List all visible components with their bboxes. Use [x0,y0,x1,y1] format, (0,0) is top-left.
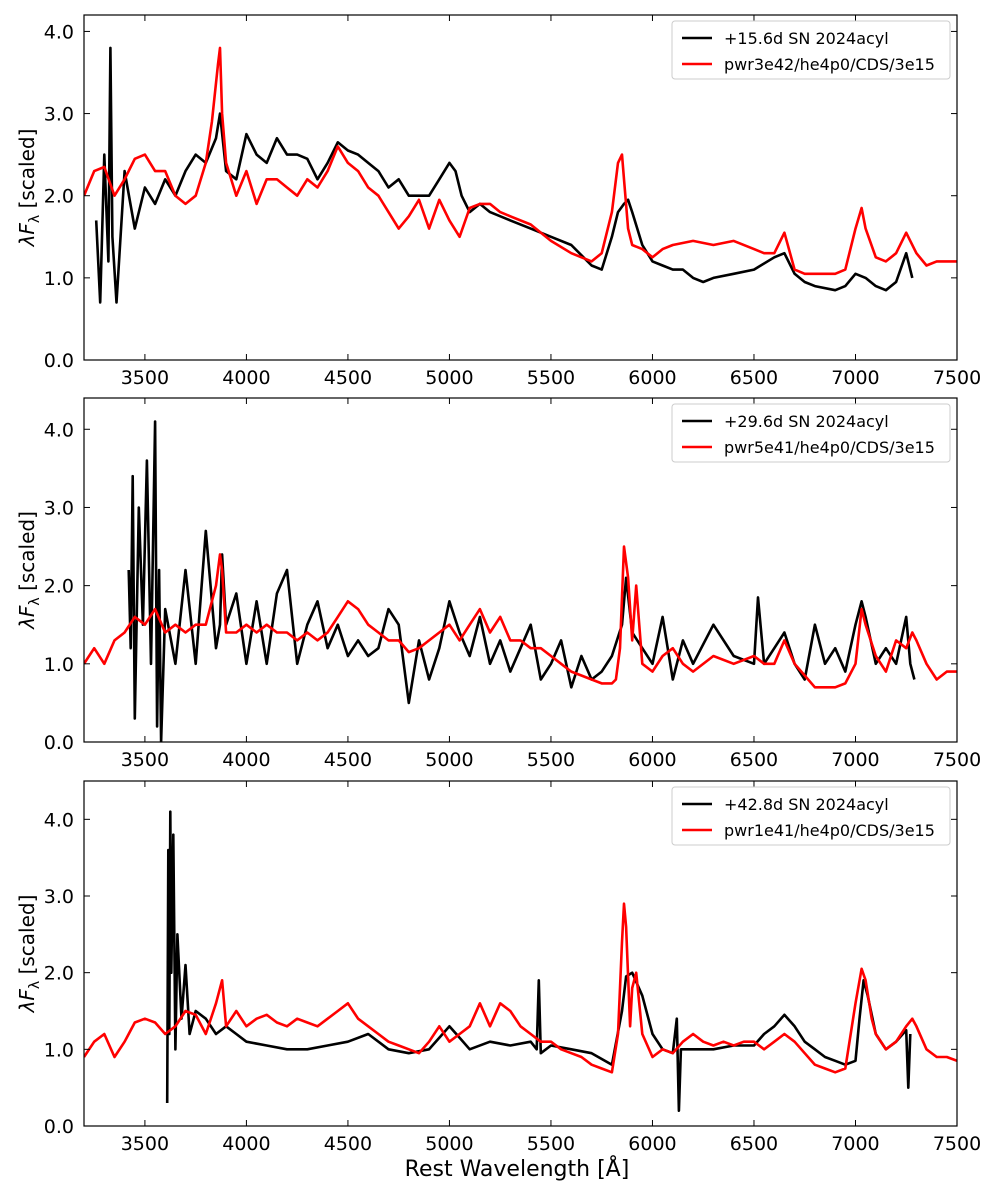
x-tick-label: 4500 [324,749,372,771]
x-tick-label: 5000 [425,367,473,389]
series-line-observed [94,46,914,304]
y-tick-label: 1.0 [44,1039,74,1061]
y-axis-label: λFλ [scaled] [15,895,43,1014]
x-tick-label: 6000 [628,1133,676,1155]
x-tick-label: 4000 [222,367,270,389]
x-tick-label: 4500 [324,1133,372,1155]
series-line-model [84,902,957,1074]
x-tick-label: 6500 [730,367,778,389]
legend: +42.8d SN 2024acyl pwr1e41/he4p0/CDS/3e15 [671,786,951,846]
series-line-observed [165,810,912,1112]
legend-box [671,786,951,846]
x-tick-label: 4000 [222,1133,270,1155]
y-axis-label-main: λF [15,223,39,248]
x-tick-label: 5500 [527,367,575,389]
y-tick-label: 4.0 [44,809,74,831]
legend-box [671,403,951,463]
y-tick-label: 4.0 [44,21,74,43]
legend-label: pwr5e41/he4p0/CDS/3e15 [724,438,935,457]
x-tick-label: 3500 [121,367,169,389]
x-tick-label: 7500 [933,1133,981,1155]
y-axis-label-tail: [scaled] [15,129,39,215]
x-tick-label: 4500 [324,367,372,389]
y-axis-label-sub: λ [27,215,43,223]
x-tick-label: 4000 [222,749,270,771]
y-axis-label-tail: [scaled] [15,895,39,981]
x-tick-label: 3500 [121,749,169,771]
y-tick-label: 0.0 [44,732,74,754]
y-tick-label: 0.0 [44,1116,74,1138]
legend-label: +42.8d SN 2024acyl [724,795,889,814]
y-tick-label: 0.0 [44,350,74,372]
y-axis-label-sub: λ [27,981,43,989]
panels: 3500 4000 4500 5000 5500 6000 6500 7000 7500 0.0 1… [15,14,981,1155]
x-tick-label: 6500 [730,749,778,771]
plot-frame [83,780,958,1127]
x-tick-label: 3500 [121,1133,169,1155]
y-tick-label: 1.0 [44,268,74,290]
y-tick-label: 2.0 [44,186,74,208]
series-line-model [84,46,957,276]
y-axis-label: λFλ [scaled] [15,511,43,630]
legend-label: +29.6d SN 2024acyl [724,412,889,431]
series-line-model [84,545,957,689]
x-tick-label: 6000 [628,749,676,771]
x-tick-label: 5000 [425,749,473,771]
legend: +15.6d SN 2024acyl pwr3e42/he4p0/CDS/3e15 [671,20,951,80]
x-tick-label: 7000 [831,1133,879,1155]
y-tick-label: 4.0 [44,419,74,441]
legend-label: pwr1e41/he4p0/CDS/3e15 [724,821,935,840]
series-line-observed [127,420,916,742]
y-axis-label-sub: λ [27,597,43,605]
y-axis-label-main: λF [15,989,39,1014]
plot-frame [83,14,958,361]
x-axis-label: Rest Wavelength [Å] [405,1155,630,1182]
y-tick-label: 3.0 [44,104,74,126]
legend-label: pwr3e42/he4p0/CDS/3e15 [724,55,935,74]
x-tick-label: 7000 [831,749,879,771]
legend-box [671,20,951,80]
x-tick-label: 5000 [425,1133,473,1155]
x-tick-label: 7500 [933,749,981,771]
y-tick-label: 3.0 [44,886,74,908]
y-axis-label-main: λF [15,605,39,630]
legend: +29.6d SN 2024acyl pwr5e41/he4p0/CDS/3e15 [671,403,951,463]
y-tick-label: 1.0 [44,654,74,676]
y-tick-label: 3.0 [44,497,74,519]
panel-3: 3500 4000 4500 5000 5500 6000 6500 7000 7500 0.0 1… [15,780,981,1155]
plot-frame [83,397,958,743]
legend-label: +15.6d SN 2024acyl [724,29,889,48]
panel-1: 3500 4000 4500 5000 5500 6000 6500 7000 7500 0.0 1… [15,14,981,389]
y-axis-label: λFλ [scaled] [15,129,43,248]
x-tick-label: 6000 [628,367,676,389]
x-tick-label: 5500 [527,1133,575,1155]
y-tick-label: 2.0 [44,576,74,598]
y-axis-label-tail: [scaled] [15,511,39,597]
x-tick-label: 6500 [730,1133,778,1155]
y-tick-label: 2.0 [44,963,74,985]
panel-2: 3500 4000 4500 5000 5500 6000 6500 7000 7500 0.0 1… [15,397,981,771]
x-tick-label: 5500 [527,749,575,771]
x-tick-label: 7500 [933,367,981,389]
x-tick-label: 7000 [831,367,879,389]
